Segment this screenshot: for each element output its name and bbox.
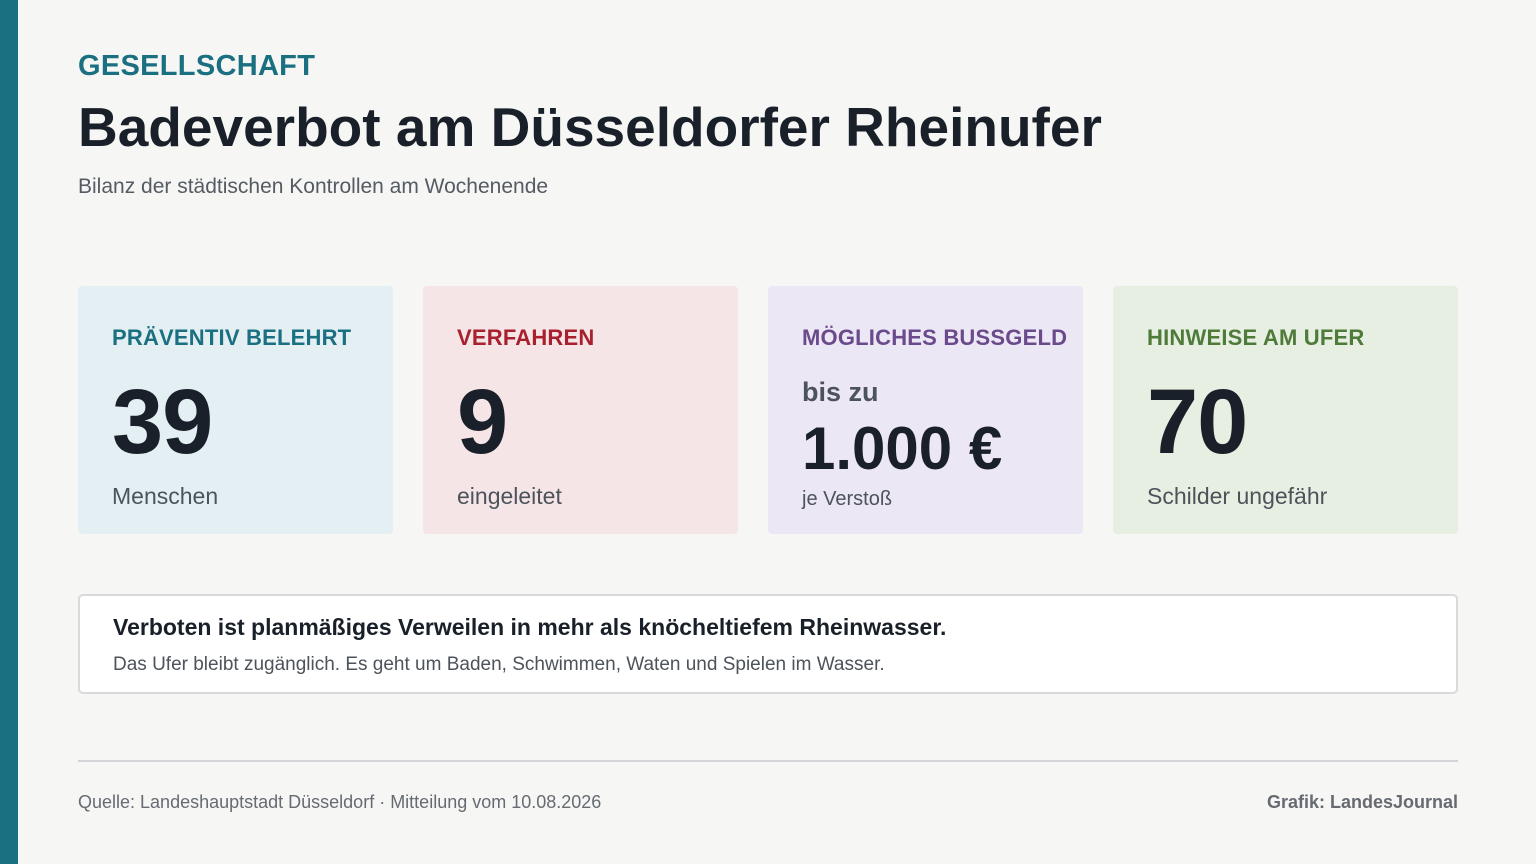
stat-card-belehrt: PRÄVENTIV BELEHRT 39 Menschen <box>78 286 393 534</box>
stat-card-value: 9 <box>457 371 508 473</box>
stat-card-label: HINWEISE AM UFER <box>1147 325 1365 350</box>
stat-card-hinweise: HINWEISE AM UFER 70 Schilder ungefähr <box>1113 286 1458 534</box>
stat-card-verfahren: VERFAHREN 9 eingeleitet <box>423 286 738 534</box>
stat-card-value: 1.000 € <box>802 415 1003 482</box>
stat-card-prefix: bis zu <box>802 377 879 407</box>
stat-card-unit: eingeleitet <box>457 483 562 509</box>
stat-card-value: 39 <box>112 371 213 473</box>
rule-note-headline: Verboten ist planmäßiges Verweilen in me… <box>113 614 947 640</box>
stat-card-label: VERFAHREN <box>457 325 595 350</box>
stat-card-label: PRÄVENTIV BELEHRT <box>112 325 352 350</box>
stat-card-unit: je Verstoß <box>802 488 893 510</box>
footer-divider <box>78 760 1458 762</box>
page-title: Badeverbot am Düsseldorfer Rheinufer <box>78 96 1102 158</box>
stat-card-unit: Menschen <box>112 483 219 509</box>
stat-card-label: MÖGLICHES BUSSGELD <box>802 325 1068 350</box>
rule-note-box: Verboten ist planmäßiges Verweilen in me… <box>78 594 1458 694</box>
page-subtitle: Bilanz der städtischen Kontrollen am Woc… <box>78 175 549 198</box>
accent-bar <box>0 0 18 864</box>
rule-note-body: Das Ufer bleibt zugänglich. Es geht um B… <box>113 654 885 675</box>
graphic-credit: Grafik: LandesJournal <box>1266 792 1458 812</box>
category-label: GESELLSCHAFT <box>78 50 316 82</box>
stat-card-bussgeld: MÖGLICHES BUSSGELD bis zu 1.000 € je Ver… <box>768 286 1083 534</box>
source-note: Quelle: Landeshauptstadt Düsseldorf · Mi… <box>78 792 602 812</box>
stat-card-value: 70 <box>1147 371 1248 473</box>
stat-card-unit: Schilder ungefähr <box>1147 483 1328 509</box>
